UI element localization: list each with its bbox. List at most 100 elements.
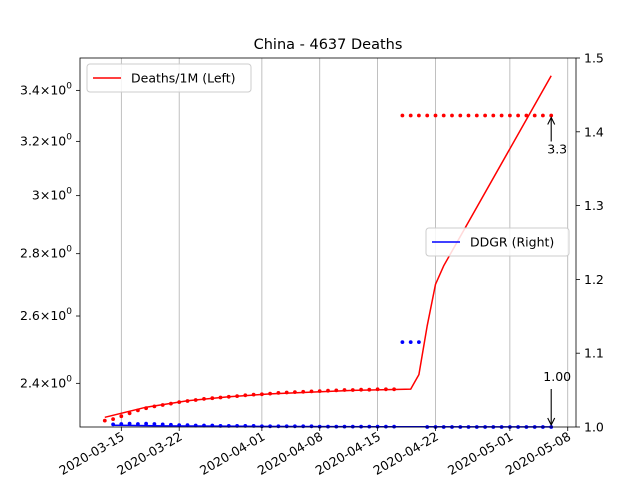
data-point bbox=[334, 388, 339, 393]
data-point bbox=[193, 398, 198, 402]
y-right-tick-label: 1.2 bbox=[584, 272, 604, 287]
legend-box bbox=[86, 63, 252, 93]
chart-title: China - 4637 Deaths bbox=[254, 37, 403, 53]
y-right-tick-label: 1.5 bbox=[584, 51, 604, 66]
annotation-arrowhead bbox=[547, 417, 556, 427]
data-point bbox=[185, 423, 190, 428]
data-point bbox=[102, 418, 107, 423]
data-point bbox=[400, 113, 405, 118]
data-point bbox=[260, 392, 264, 397]
legend-label: Deaths/1M (Left) bbox=[131, 71, 236, 86]
data-point bbox=[144, 421, 149, 426]
legend-box bbox=[425, 227, 570, 257]
annotation-label: 1.00 bbox=[543, 369, 571, 384]
data-point bbox=[466, 113, 471, 118]
data-point bbox=[136, 422, 140, 426]
y-right-tick-label: 1.4 bbox=[584, 124, 604, 139]
data-point bbox=[491, 113, 496, 118]
data-point bbox=[185, 399, 190, 403]
data-point bbox=[127, 421, 132, 426]
data-point bbox=[202, 397, 206, 401]
data-point bbox=[458, 113, 463, 118]
data-point bbox=[433, 113, 438, 118]
data-point bbox=[276, 424, 281, 429]
data-point bbox=[309, 424, 314, 429]
annotation-label: 3.3 bbox=[547, 141, 567, 156]
data-point bbox=[136, 408, 140, 413]
data-point bbox=[169, 401, 173, 406]
data-point bbox=[508, 113, 512, 118]
data-point bbox=[400, 340, 405, 344]
data-point bbox=[541, 113, 545, 118]
data-point bbox=[160, 403, 165, 407]
data-point bbox=[301, 389, 306, 394]
data-point bbox=[301, 424, 306, 429]
data-point bbox=[417, 113, 421, 118]
data-point bbox=[111, 417, 115, 421]
data-point bbox=[152, 422, 157, 426]
y-left-tick-label: 2.4×100 bbox=[20, 374, 72, 390]
y-left-tick-label: 2.8×100 bbox=[20, 245, 72, 261]
data-point bbox=[293, 390, 297, 394]
data-point bbox=[144, 406, 149, 411]
legends-layer: Deaths/1M (Left) DDGR (Right) bbox=[86, 63, 570, 257]
data-point bbox=[441, 113, 446, 118]
data-point bbox=[350, 388, 355, 392]
data-point bbox=[474, 113, 479, 118]
y-right-tick-label: 1.1 bbox=[584, 346, 604, 361]
data-point bbox=[317, 389, 322, 393]
data-point bbox=[276, 391, 281, 395]
data-point bbox=[342, 388, 347, 392]
data-point bbox=[408, 113, 413, 118]
data-point bbox=[425, 113, 430, 118]
x-tick-label: 2020-05-08 bbox=[503, 429, 573, 478]
data-point bbox=[268, 391, 272, 396]
x-tick-label: 2020-04-22 bbox=[371, 429, 441, 478]
data-point bbox=[408, 340, 413, 344]
y-left-tick-label: 2.6×100 bbox=[20, 307, 72, 323]
y-left-tick-label: 3.2×100 bbox=[20, 132, 72, 148]
x-tick-label: 2020-05-01 bbox=[445, 429, 515, 478]
data-point bbox=[392, 387, 396, 392]
data-point bbox=[210, 396, 215, 401]
data-point bbox=[367, 387, 372, 392]
data-point bbox=[359, 387, 363, 392]
annotation-arrowhead bbox=[547, 116, 556, 125]
x-tick-label: 2020-03-15 bbox=[56, 429, 126, 478]
x-tick-label: 2020-04-08 bbox=[255, 429, 325, 478]
data-point bbox=[450, 113, 454, 118]
data-point bbox=[516, 113, 520, 118]
x-tick-label: 2020-03-22 bbox=[114, 429, 184, 478]
data-point bbox=[499, 113, 504, 118]
data-point bbox=[293, 424, 297, 429]
data-point bbox=[202, 423, 206, 428]
data-point bbox=[226, 394, 231, 399]
data-point bbox=[177, 423, 182, 428]
legend-label: DDGR (Right) bbox=[470, 235, 554, 250]
data-point bbox=[119, 414, 124, 419]
data-point bbox=[309, 389, 314, 394]
data-point bbox=[375, 387, 380, 392]
x-tick-label: 2020-04-15 bbox=[313, 429, 383, 478]
annotations-layer: 3.3 1.00 bbox=[543, 116, 571, 427]
data-point bbox=[119, 422, 124, 426]
y-right-tick-label: 1.3 bbox=[584, 198, 604, 213]
data-point bbox=[177, 400, 182, 404]
data-point bbox=[268, 424, 272, 429]
data-point bbox=[218, 395, 223, 400]
data-point bbox=[284, 390, 289, 395]
data-point bbox=[384, 387, 388, 392]
data-point bbox=[524, 113, 529, 118]
plot-frame bbox=[79, 57, 577, 428]
data-point bbox=[549, 113, 554, 118]
data-point bbox=[532, 113, 537, 118]
data-point bbox=[284, 424, 289, 429]
data-point bbox=[326, 388, 330, 393]
data-point bbox=[243, 393, 248, 398]
data-point bbox=[111, 422, 115, 427]
data-point bbox=[417, 340, 421, 344]
y-left-tick-label: 3×100 bbox=[32, 187, 72, 203]
data-point bbox=[160, 422, 165, 427]
